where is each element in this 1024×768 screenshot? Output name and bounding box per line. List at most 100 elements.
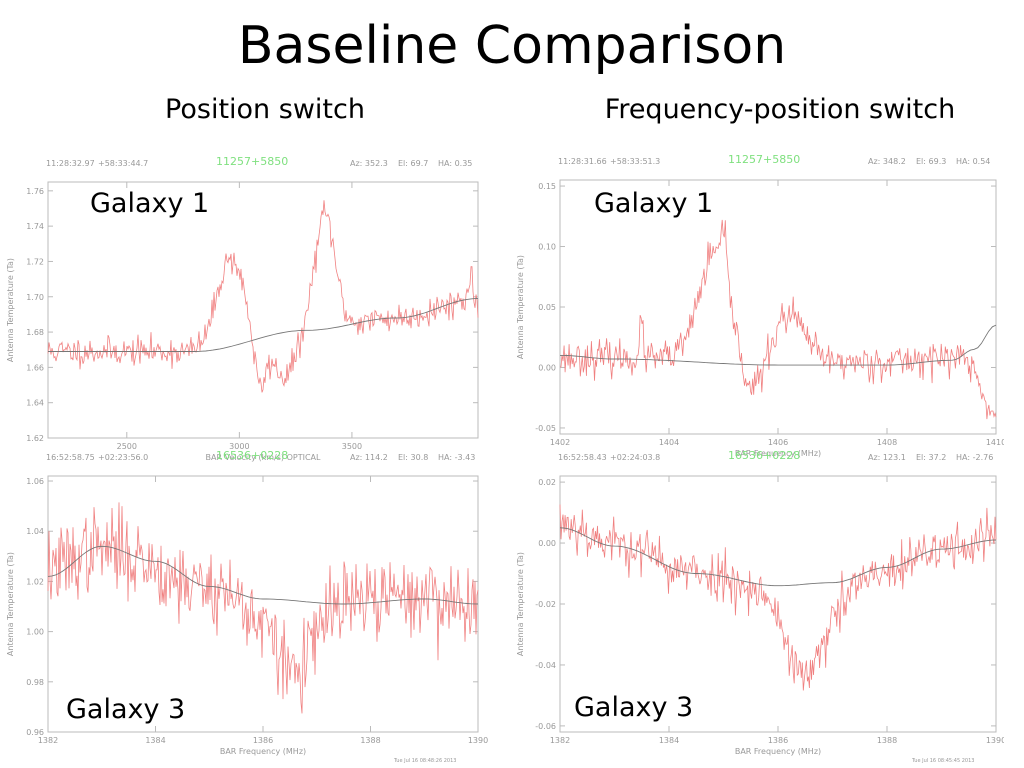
footer-timestamp: Tue Jul 16 08:48:26 2013 xyxy=(393,758,456,764)
subtitle-position-switch: Position switch xyxy=(165,94,365,125)
y-tick-label: 0.15 xyxy=(538,182,556,191)
x-tick-label: 1384 xyxy=(145,736,165,745)
x-tick-label: 2500 xyxy=(117,442,137,451)
y-tick-label: 0.98 xyxy=(26,678,44,687)
data-series xyxy=(47,200,479,393)
y-tick-label: 0.00 xyxy=(538,363,556,372)
x-axis-label: BAR Frequency (MHz) xyxy=(735,449,821,458)
x-axis-label: BAR Frequency (MHz) xyxy=(220,747,306,756)
y-tick-label: 0.02 xyxy=(538,478,556,487)
x-axis-label: BAR Velocity (km/s) OPTICAL xyxy=(206,453,321,462)
header-source: 11257+5850 xyxy=(728,153,800,166)
y-tick-label: 1.62 xyxy=(26,434,44,443)
plot-frame xyxy=(47,181,479,439)
header-time: 16:52:58.43 xyxy=(558,453,607,462)
data-series xyxy=(559,504,997,691)
galaxy-label: Galaxy 3 xyxy=(66,694,186,725)
chart-panel-galaxy1-position: 11:28:32.97 +58:33:44.7 11257+5850 Az: 352.… xyxy=(0,152,490,472)
galaxy-label: Galaxy 3 xyxy=(574,692,694,723)
header-coord: +02:24:03.8 xyxy=(610,453,660,462)
header-ha: HA: 0.54 xyxy=(956,157,990,166)
x-tick-label: 1386 xyxy=(253,736,273,745)
x-tick-label: 1404 xyxy=(659,438,679,447)
data-series xyxy=(47,502,479,714)
x-tick-label: 1382 xyxy=(38,736,58,745)
galaxy-label: Galaxy 1 xyxy=(90,188,210,219)
y-tick-label: 1.74 xyxy=(26,222,44,231)
y-axis-label: Antenna Temperature (Ta) xyxy=(6,258,15,362)
baseline-fit xyxy=(560,324,997,366)
y-tick-label: 0.00 xyxy=(538,539,556,548)
chart-panel-galaxy1-frequency: 11:28:31.66 +58:33:51.3 11257+5850 Az: 348.… xyxy=(510,150,1004,472)
header-ha: HA: 0.35 xyxy=(438,159,472,168)
header-az: Az: 348.2 xyxy=(868,157,906,166)
spectrum-chart: 11:28:32.97 +58:33:44.7 11257+5850 Az: 352.… xyxy=(6,155,479,462)
y-tick-label: 1.06 xyxy=(26,477,44,486)
x-tick-label: 3000 xyxy=(229,442,249,451)
header-el: El: 30.8 xyxy=(398,453,428,462)
y-tick-label: 1.00 xyxy=(26,628,44,637)
header-coord: +02:23:56.0 xyxy=(98,453,148,462)
y-tick-label: 0.96 xyxy=(26,728,44,737)
header-source: 16536+0228 xyxy=(728,449,800,462)
header-source: 16536+0228 xyxy=(216,449,288,462)
y-tick-label: 1.70 xyxy=(26,293,44,302)
x-tick-label: 1388 xyxy=(877,736,897,745)
chart-panel-galaxy3-frequency: 16:52:58.43 +02:24:03.8 16536+0228 Az: 123.… xyxy=(510,446,1004,768)
y-tick-label: 1.64 xyxy=(26,399,44,408)
slide-title: Baseline Comparison xyxy=(237,16,787,76)
y-axis-label: Antenna Temperature (Ta) xyxy=(516,255,525,359)
spectrum-chart: 16:52:58.75 +02:23:56.0 16536+0228 Az: 114.… xyxy=(6,449,488,764)
header-az: Az: 123.1 xyxy=(868,453,906,462)
header-el: El: 69.3 xyxy=(916,157,946,166)
y-tick-label: -0.02 xyxy=(535,600,556,609)
y-tick-label: 1.02 xyxy=(26,577,44,586)
y-tick-label: 1.66 xyxy=(26,363,44,372)
x-tick-label: 1406 xyxy=(768,438,788,447)
header-time: 16:52:58.75 xyxy=(46,453,95,462)
header-time: 11:28:31.66 xyxy=(558,157,607,166)
y-tick-label: -0.05 xyxy=(535,424,556,433)
y-tick-label: 1.68 xyxy=(26,328,44,337)
header-el: El: 69.7 xyxy=(398,159,428,168)
x-tick-label: 1390 xyxy=(468,736,488,745)
baseline-fit xyxy=(47,545,479,605)
x-tick-label: 1402 xyxy=(550,438,570,447)
x-tick-label: 1390 xyxy=(986,736,1004,745)
data-series xyxy=(559,219,997,420)
header-el: El: 37.2 xyxy=(916,453,946,462)
x-axis-label: BAR Frequency (MHz) xyxy=(735,747,821,756)
spectrum-chart: 16:52:58.43 +02:24:03.8 16536+0228 Az: 123.… xyxy=(516,449,1004,764)
spectrum-chart: 11:28:31.66 +58:33:51.3 11257+5850 Az: 348.… xyxy=(516,153,1004,458)
x-tick-label: 1384 xyxy=(659,736,679,745)
chart-panel-galaxy3-position: 16:52:58.75 +02:23:56.0 16536+0228 Az: 114.… xyxy=(0,446,490,768)
y-tick-label: 1.04 xyxy=(26,527,44,536)
header-coord: +58:33:44.7 xyxy=(98,159,148,168)
y-tick-label: 0.10 xyxy=(538,243,556,252)
y-axis-label: Antenna Temperature (Ta) xyxy=(6,552,15,656)
header-ha: HA: -3.43 xyxy=(438,453,475,462)
y-tick-label: 0.05 xyxy=(538,303,556,312)
x-tick-label: 3500 xyxy=(342,442,362,451)
footer-timestamp: Tue Jul 16 08:45:45 2013 xyxy=(911,758,974,764)
header-source: 11257+5850 xyxy=(216,155,288,168)
header-ha: HA: -2.76 xyxy=(956,453,993,462)
x-tick-label: 1382 xyxy=(550,736,570,745)
y-axis-label: Antenna Temperature (Ta) xyxy=(516,552,525,656)
header-az: Az: 114.2 xyxy=(350,453,388,462)
baseline-fit xyxy=(48,298,479,352)
header-coord: +58:33:51.3 xyxy=(610,157,660,166)
subtitle-frequency-position-switch: Frequency-position switch xyxy=(604,94,956,125)
galaxy-label: Galaxy 1 xyxy=(594,188,714,219)
header-az: Az: 352.3 xyxy=(350,159,388,168)
x-tick-label: 1410 xyxy=(986,438,1004,447)
y-tick-label: 1.72 xyxy=(26,257,44,266)
x-tick-label: 1408 xyxy=(877,438,897,447)
x-tick-label: 1386 xyxy=(768,736,788,745)
header-time: 11:28:32.97 xyxy=(46,159,95,168)
baseline-fit xyxy=(559,527,997,587)
y-tick-label: -0.06 xyxy=(535,722,556,731)
y-tick-label: -0.04 xyxy=(535,661,556,670)
x-tick-label: 1388 xyxy=(360,736,380,745)
y-tick-label: 1.76 xyxy=(26,187,44,196)
